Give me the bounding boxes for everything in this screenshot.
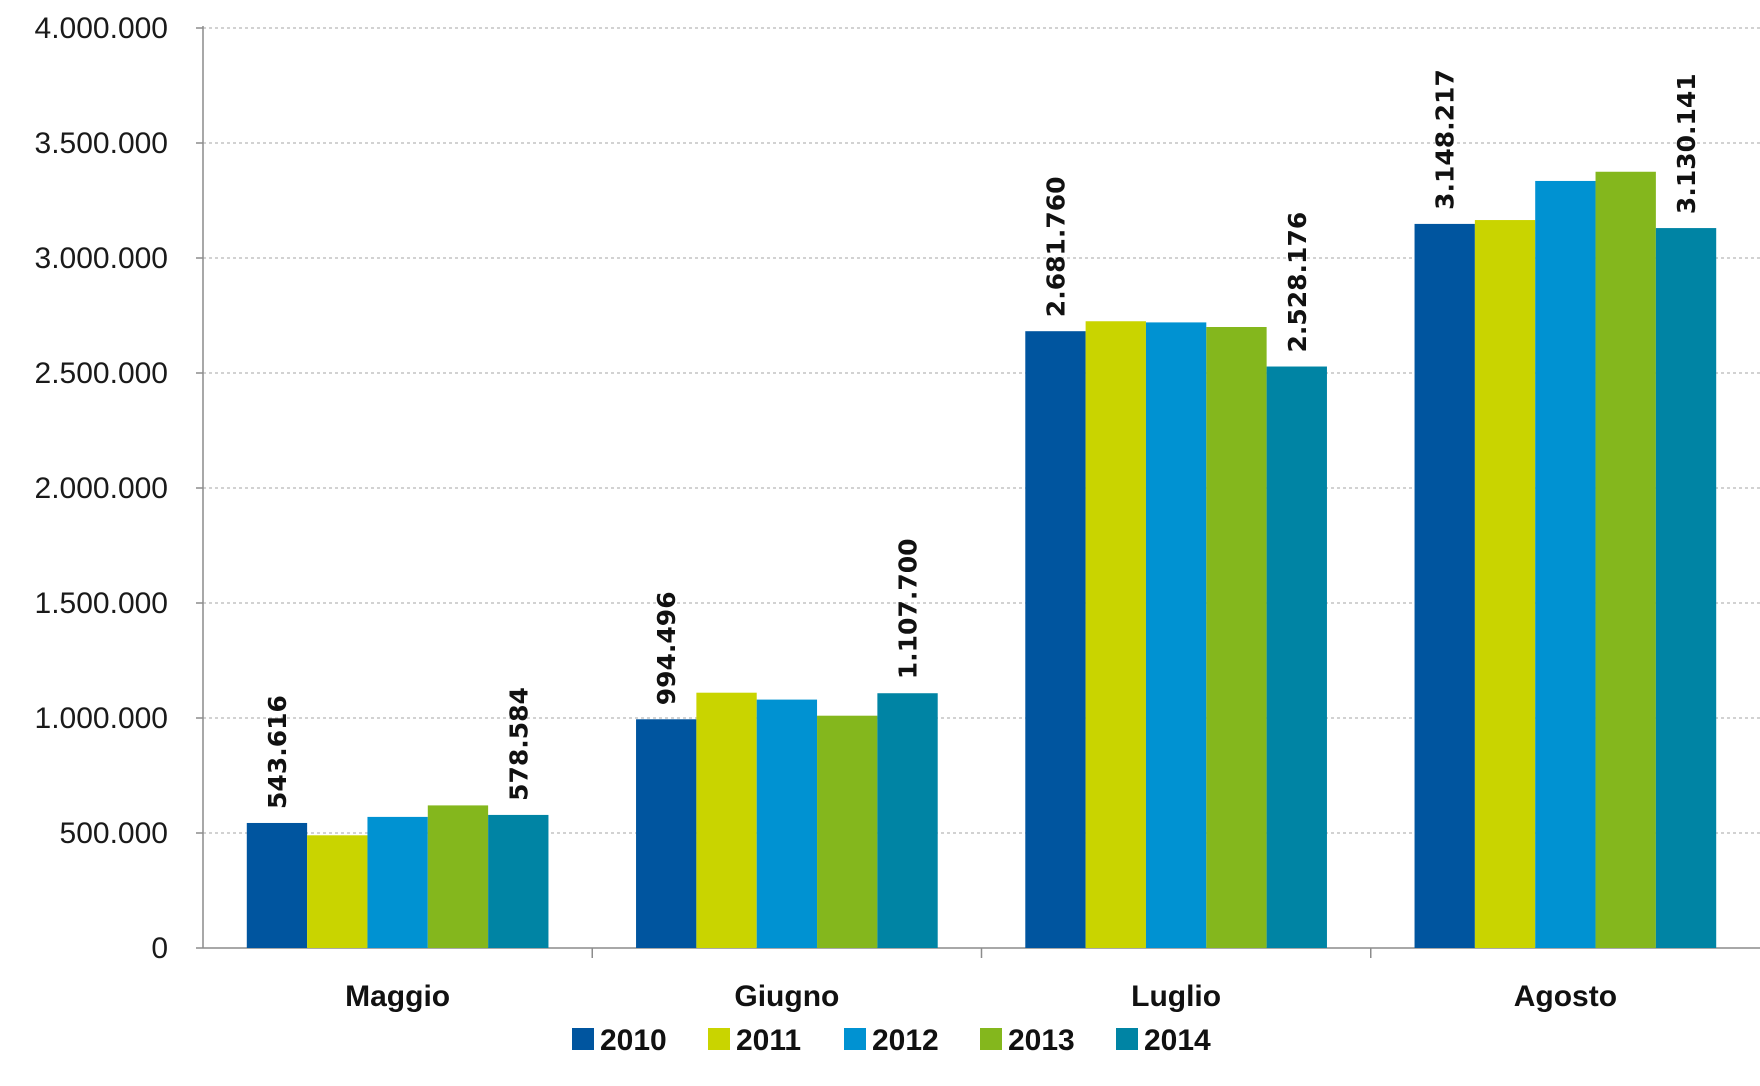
data-label: 543.616 [263,695,292,809]
bar-2010-giugno [636,719,697,948]
legend-swatch [1116,1028,1138,1050]
bar-2012-agosto [1535,180,1596,948]
data-label: 3.148.217 [1431,69,1460,210]
data-label: 2.681.760 [1041,176,1070,317]
legend-item-2013: 2013 [980,1024,1075,1057]
legend-label: 2013 [1008,1024,1075,1057]
y-tick-label: 3.000.000 [35,242,168,275]
y-tick-label: 1.000.000 [35,702,168,735]
legend-item-2014: 2014 [1116,1024,1211,1057]
bar-2014-agosto [1655,228,1717,948]
legend-label: 2011 [736,1024,801,1057]
data-label: 3.130.141 [1672,73,1701,214]
legend-swatch [980,1028,1002,1050]
bar-2011-maggio [307,835,368,948]
data-label: 1.107.700 [894,538,923,679]
y-tick-label: 3.500.000 [35,127,168,160]
bar-2014-giugno [877,693,938,948]
bar-2011-luglio [1085,321,1146,948]
legend-item-2012: 2012 [844,1024,939,1057]
y-tick-label: 1.500.000 [35,587,168,620]
x-category-label: Agosto [1514,980,1617,1013]
axes: 0 500.000 1.000.000 1.500.000 2.000.000 2.500… [35,12,1760,1013]
legend-swatch [844,1028,866,1050]
bar-2011-giugno [696,692,757,948]
x-category-label: Luglio [1131,980,1221,1013]
legend-swatch [572,1028,594,1050]
bar-2013-luglio [1206,327,1267,948]
x-category-label: Maggio [345,980,450,1013]
bar-2011-agosto [1474,220,1536,949]
data-label: 994.496 [652,591,681,705]
legend-label: 2012 [872,1024,939,1057]
data-label: 578.584 [504,687,533,801]
bar-2012-giugno [756,699,818,948]
y-tick-label: 2.500.000 [35,357,168,390]
legend: 2010 2011 2012 2013 2014 [572,1024,1211,1057]
y-tick-label: 4.000.000 [35,12,168,45]
y-tick-label: 0 [151,932,168,965]
bar-2013-agosto [1595,171,1656,948]
bar-2013-giugno [817,715,878,948]
y-tick-label: 500.000 [60,817,168,850]
legend-item-2010: 2010 [572,1024,667,1057]
bar-2012-luglio [1145,322,1207,948]
bar-2010-luglio [1025,331,1086,948]
legend-swatch [708,1028,730,1050]
bar-2010-maggio [246,822,308,948]
legend-label: 2010 [600,1024,667,1057]
legend-label: 2014 [1144,1024,1211,1057]
bars [246,171,1717,949]
bar-2010-agosto [1414,223,1475,948]
x-category-label: Giugno [734,980,839,1013]
bar-2012-maggio [367,816,428,948]
legend-item-2011: 2011 [708,1024,801,1057]
data-labels: 543.616 578.584 994.496 1.107.700 2.681.760 2… [263,69,1701,809]
bar-2014-maggio [488,814,549,948]
bar-2014-luglio [1266,366,1327,948]
y-tick-label: 2.000.000 [35,472,168,505]
bar-2013-maggio [427,805,489,948]
data-label: 2.528.176 [1283,212,1312,353]
